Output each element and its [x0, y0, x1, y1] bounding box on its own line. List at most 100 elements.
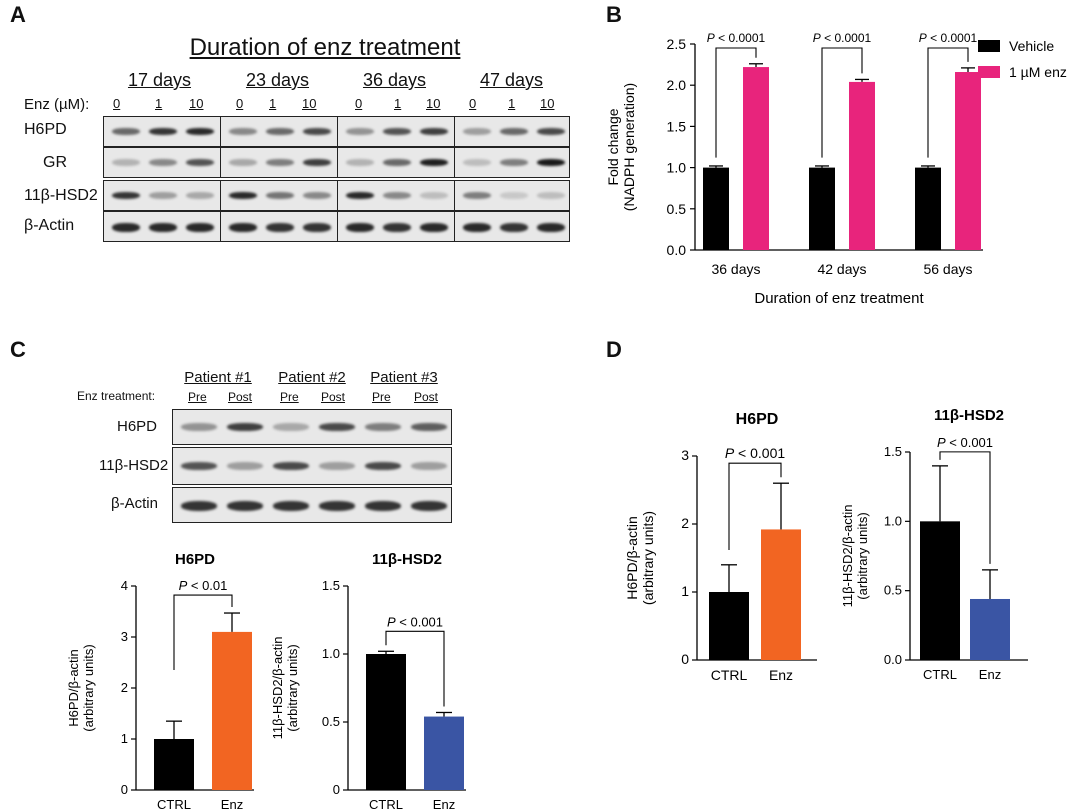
- chart-title: 11β-HSD2: [372, 551, 442, 568]
- blot-band: [537, 222, 565, 232]
- y-axis-label: 11β-HSD2/β-actin: [840, 505, 855, 608]
- p-value-text: < 0.0001: [821, 31, 872, 45]
- blot-band: [411, 423, 447, 431]
- bar-enz: [955, 72, 981, 251]
- duration-label-36: 36 days: [362, 70, 427, 90]
- blot-lane-group: [454, 116, 570, 147]
- enz-concentration-label: Enz (µM):: [24, 96, 90, 113]
- y-tick-label: 0.5: [322, 714, 340, 729]
- blot-band: [365, 423, 401, 431]
- patient-label-1: Patient #1: [184, 369, 252, 386]
- blot-lane-group: [220, 147, 338, 178]
- blot-band: [420, 127, 448, 135]
- conc-label: 0: [113, 96, 121, 111]
- y-tick-label: 0.5: [667, 201, 687, 217]
- y-tick-label: 4: [121, 578, 128, 593]
- y-axis-label: (arbitrary units): [855, 512, 870, 599]
- blot-band: [346, 158, 374, 166]
- y-axis-label: (arbitrary units): [640, 511, 656, 605]
- conc-label: 0: [355, 96, 363, 111]
- blot-band: [303, 158, 331, 166]
- y-axis-label: (arbitrary units): [285, 644, 300, 731]
- enz-treatment-label: Enz treatment:: [77, 389, 156, 403]
- blot-c-row: [172, 487, 452, 523]
- chart-c-11bhsd2: 11β-HSD2 0 0.5 1.0 1.5 11β-HSD2/β-actin (arbit…: [272, 551, 466, 812]
- bar-enz: [970, 598, 1010, 660]
- blot-band: [186, 222, 214, 232]
- pre-label: Pre: [372, 390, 391, 404]
- bar-ctrl: [366, 654, 406, 790]
- p-value-label: P < 0.0001: [919, 31, 978, 45]
- y-axis-label: Fold change: [605, 108, 621, 185]
- legend-swatch-enz: [978, 66, 1000, 78]
- conc-label: 10: [426, 96, 441, 111]
- blot-lane-group: [454, 180, 570, 211]
- significance-bracket: [385, 630, 445, 707]
- blot-band: [420, 191, 448, 199]
- blot-band: [227, 462, 263, 470]
- y-tick-label: 2: [121, 680, 128, 695]
- blot-band: [229, 158, 257, 166]
- conc-label: 0: [469, 96, 477, 111]
- chart-title: 11β-HSD2: [934, 407, 1004, 424]
- significance-bracket: [821, 47, 863, 158]
- x-tick-label: CTRL: [711, 667, 748, 683]
- blot-band: [273, 423, 309, 431]
- y-tick-label: 1: [681, 583, 689, 599]
- blot-row-label-h6pd: H6PD: [24, 121, 67, 138]
- blot-band: [273, 501, 309, 511]
- blot-band: [149, 222, 177, 232]
- blot-band: [319, 423, 355, 431]
- p-value-text: < 0.001: [946, 435, 993, 450]
- y-tick-label: 0: [333, 782, 340, 797]
- blot-band: [112, 127, 140, 135]
- blot-band: [229, 222, 257, 232]
- x-axis-label: Duration of enz treatment: [754, 290, 924, 307]
- blot-lane-group: [337, 116, 455, 147]
- blot-band: [365, 501, 401, 511]
- blot-c-row-label-bactin: β-Actin: [111, 495, 158, 512]
- p-value-label: P < 0.0001: [813, 31, 872, 45]
- duration-label-17: 17 days: [127, 70, 192, 90]
- blot-lane-group: [454, 211, 570, 242]
- blot-lane-group: [103, 180, 221, 211]
- blot-band: [420, 222, 448, 232]
- y-axis-label: (NADPH generation): [621, 83, 637, 211]
- blot-band: [227, 423, 263, 431]
- significance-bracket: [715, 47, 757, 158]
- y-tick-label: 0.0: [667, 242, 687, 258]
- bar-vehicle: [809, 167, 835, 250]
- y-tick-label: 0: [681, 651, 689, 667]
- chart-c-h6pd: H6PD 0 1 2 3 4 H6PD/β-actin (arbitrary units) CT…: [66, 551, 254, 812]
- blot-band: [149, 127, 177, 135]
- blot-band: [266, 191, 294, 199]
- bar-vehicle: [703, 167, 729, 250]
- post-label: Post: [321, 390, 346, 404]
- blot-band: [186, 127, 214, 135]
- chart-b-nadph-fold-change: 0.0 0.5 1.0 1.5 2.0 2.5 Fold change (NADPH gene…: [605, 31, 1067, 307]
- blot-lane-group: [220, 211, 338, 242]
- p-value-symbol: P: [813, 31, 821, 45]
- blot-band: [383, 158, 411, 166]
- duration-label-23: 23 days: [245, 70, 310, 90]
- y-tick-label: 1.0: [884, 513, 902, 528]
- y-tick-label: 1.0: [667, 160, 687, 176]
- blot-band: [463, 127, 491, 135]
- blot-band: [346, 222, 374, 232]
- bar-ctrl: [920, 521, 960, 660]
- y-tick-label: 0.5: [884, 583, 902, 598]
- significance-bracket: [173, 594, 233, 670]
- blot-band: [112, 191, 140, 199]
- blot-band: [186, 158, 214, 166]
- x-tick-label: Enz: [433, 797, 455, 812]
- blot-band: [500, 127, 528, 135]
- patient-label-2: Patient #2: [278, 369, 346, 386]
- conc-label: 1: [269, 96, 277, 111]
- blot-band: [463, 222, 491, 232]
- blot-c-row-label-h6pd: H6PD: [117, 418, 158, 435]
- x-tick-label: Enz: [221, 797, 243, 812]
- y-tick-label: 3: [121, 629, 128, 644]
- y-tick-label: 2.5: [667, 36, 687, 52]
- y-axis-label: (arbitrary units): [81, 644, 96, 731]
- y-tick-label: 2.0: [667, 77, 687, 93]
